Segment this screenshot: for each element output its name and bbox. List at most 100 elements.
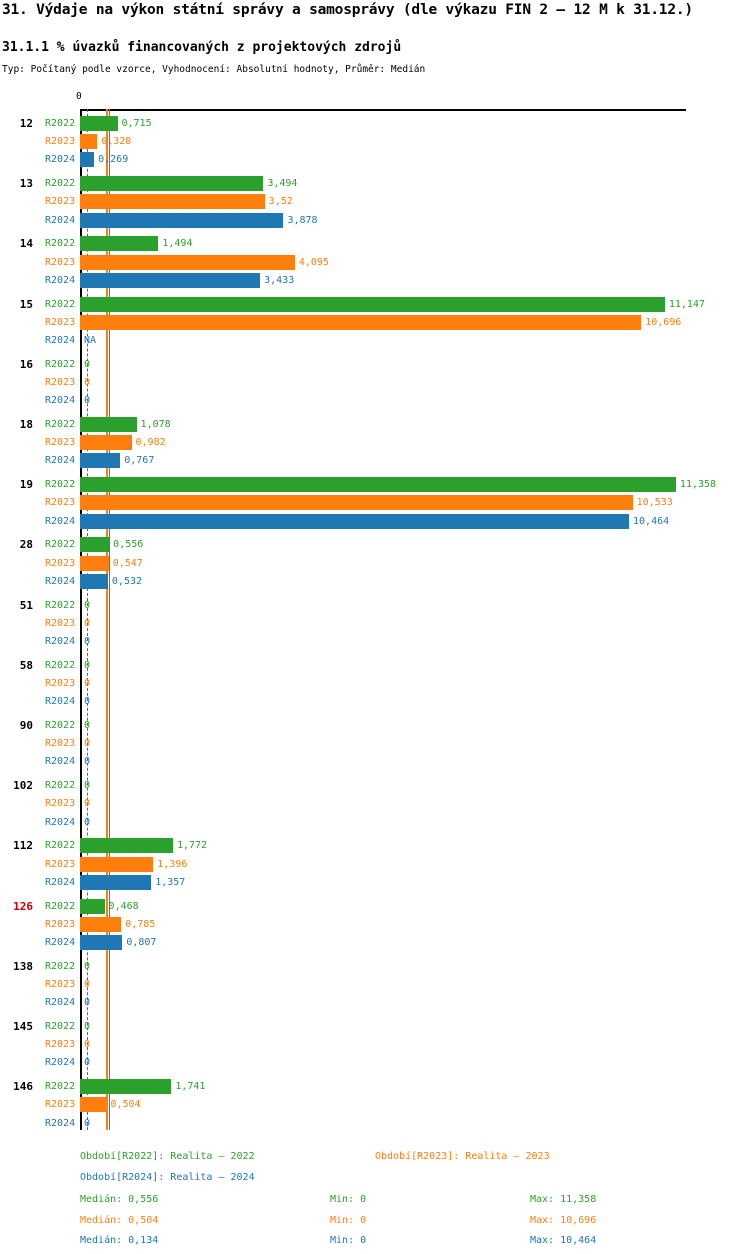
bar[interactable]	[80, 212, 284, 228]
median-line-r2022	[109, 109, 111, 1131]
series-label-r2024: R2024	[45, 696, 76, 708]
bar-value-label: 0,504	[110, 1099, 141, 1111]
group-label: 16	[19, 357, 33, 371]
series-label-r2024: R2024	[45, 154, 76, 166]
series-label-r2023: R2023	[45, 858, 76, 870]
bar[interactable]	[80, 573, 108, 589]
bar[interactable]	[80, 194, 265, 210]
bar-value-label: 0	[84, 678, 91, 689]
bar-value-label: 3,52	[268, 196, 293, 208]
bar[interactable]	[80, 236, 159, 252]
bar[interactable]	[80, 898, 105, 914]
bar[interactable]	[80, 1097, 107, 1113]
group-label: 12	[19, 117, 33, 130]
bar-value-label: 0,807	[126, 937, 157, 948]
bar-value-label: 0	[84, 395, 91, 407]
series-label-r2023: R2023	[45, 979, 76, 990]
series-label-r2024: R2024	[45, 455, 76, 467]
legend-stat-max-2: Max: 10,696	[530, 1214, 597, 1226]
bar[interactable]	[80, 916, 122, 932]
bar[interactable]	[80, 435, 132, 451]
legend-stat-median-3: Medián: 0,134	[80, 1235, 159, 1246]
series-label-r2022: R2022	[45, 900, 76, 912]
bar[interactable]	[80, 856, 154, 872]
bar[interactable]	[80, 254, 295, 270]
bar-value-label: 0,468	[108, 900, 139, 912]
group-label: 13	[19, 177, 33, 191]
legend-series-1: Období[R2022]: Realita – 2022	[80, 1151, 255, 1162]
bar-value-label: 0	[84, 696, 91, 708]
series-label-r2023: R2023	[45, 377, 76, 388]
bar-value-label: 0,328	[101, 136, 132, 148]
series-label-r2022: R2022	[45, 178, 76, 190]
bar[interactable]	[80, 935, 123, 950]
series-label-r2024: R2024	[45, 575, 76, 587]
series-label-r2022: R2022	[45, 659, 76, 671]
series-label-r2022: R2022	[45, 479, 76, 491]
bar[interactable]	[80, 874, 152, 890]
series-label-r2024: R2024	[45, 515, 76, 527]
axis-tick-label-zero: 0	[76, 91, 82, 102]
bar[interactable]	[80, 176, 264, 192]
legend-stat-max-3: Max: 10,464	[530, 1235, 597, 1246]
bar-value-label: 1,741	[175, 1081, 206, 1093]
series-label-r2024: R2024	[45, 335, 76, 346]
bar[interactable]	[80, 838, 173, 854]
bar[interactable]	[80, 495, 633, 511]
series-label-r2022: R2022	[45, 539, 76, 551]
group-label: 90	[19, 719, 33, 732]
bar-value-label: 0	[84, 1057, 91, 1069]
bar[interactable]	[80, 314, 642, 330]
bar-value-label: 1,772	[176, 840, 208, 852]
bar[interactable]	[80, 134, 98, 150]
bar-value-label: 0	[84, 358, 91, 370]
group-label: 146	[13, 1080, 33, 1094]
bar[interactable]	[80, 272, 261, 288]
series-label-r2022: R2022	[45, 298, 76, 310]
axis-top-rule	[80, 109, 686, 111]
series-label-r2024: R2024	[45, 1117, 76, 1129]
series-label-r2023: R2023	[45, 798, 76, 810]
bar[interactable]	[80, 537, 110, 553]
series-label-r2022: R2022	[45, 1021, 76, 1032]
series-label-r2022: R2022	[45, 720, 76, 731]
bar[interactable]	[80, 1079, 172, 1095]
bar[interactable]	[80, 116, 118, 131]
bar[interactable]	[80, 453, 121, 469]
bar-value-label: 10,464	[633, 515, 670, 527]
bar-value-label: 0	[84, 1039, 91, 1051]
bar-value-label: 0	[84, 756, 91, 768]
bar-value-label: 0	[84, 738, 91, 750]
series-label-r2023: R2023	[45, 918, 76, 930]
series-label-r2024: R2024	[45, 214, 76, 226]
series-label-r2023: R2023	[45, 1099, 76, 1111]
series-label-r2024: R2024	[45, 1057, 76, 1069]
bar-value-label: 0	[84, 979, 91, 990]
group-label: 15	[19, 297, 33, 311]
series-label-r2024: R2024	[45, 756, 76, 768]
bar-value-label: 0	[84, 617, 91, 629]
bar-value-label: 0	[84, 997, 91, 1009]
chart-subtitle: 31.1.1 % úvazků financovaných z projekto…	[2, 40, 402, 55]
bar[interactable]	[80, 296, 665, 312]
bar-value-label: 0	[84, 1117, 91, 1129]
bar-value-label: 0	[84, 1021, 91, 1032]
bar[interactable]	[80, 555, 109, 571]
median-line-r2023	[106, 109, 108, 1131]
bar-value-label: 1,494	[162, 238, 193, 250]
bar[interactable]	[80, 513, 630, 529]
bar[interactable]	[80, 417, 137, 432]
bar-value-label: 0,556	[113, 539, 144, 551]
series-label-r2023: R2023	[45, 617, 76, 629]
series-label-r2022: R2022	[45, 960, 76, 972]
bar-value-label: 3,494	[267, 178, 298, 190]
series-label-r2024: R2024	[45, 395, 76, 407]
group-label: 145	[13, 1020, 33, 1033]
bar-value-label: 0	[84, 780, 91, 792]
bar[interactable]	[80, 477, 676, 493]
series-label-r2023: R2023	[45, 678, 76, 689]
bar-value-label: 3,433	[264, 274, 295, 286]
bar[interactable]	[80, 152, 95, 168]
bar-value-label: 11,358	[679, 479, 717, 491]
